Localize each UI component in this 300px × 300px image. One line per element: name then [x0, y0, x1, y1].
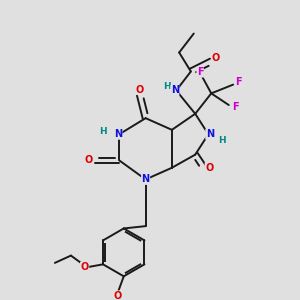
Text: N: N — [114, 129, 122, 139]
Text: N: N — [171, 85, 179, 95]
Text: H: H — [100, 128, 107, 136]
Text: O: O — [205, 163, 213, 173]
Text: N: N — [206, 129, 214, 139]
Text: O: O — [80, 262, 89, 272]
Text: O: O — [212, 53, 220, 63]
Text: O: O — [114, 291, 122, 300]
Text: F: F — [232, 102, 238, 112]
Text: H: H — [163, 82, 171, 91]
Text: F: F — [197, 67, 203, 77]
Text: O: O — [136, 85, 144, 94]
Text: F: F — [235, 77, 242, 87]
Text: N: N — [142, 174, 150, 184]
Text: O: O — [84, 155, 92, 166]
Text: H: H — [218, 136, 225, 145]
